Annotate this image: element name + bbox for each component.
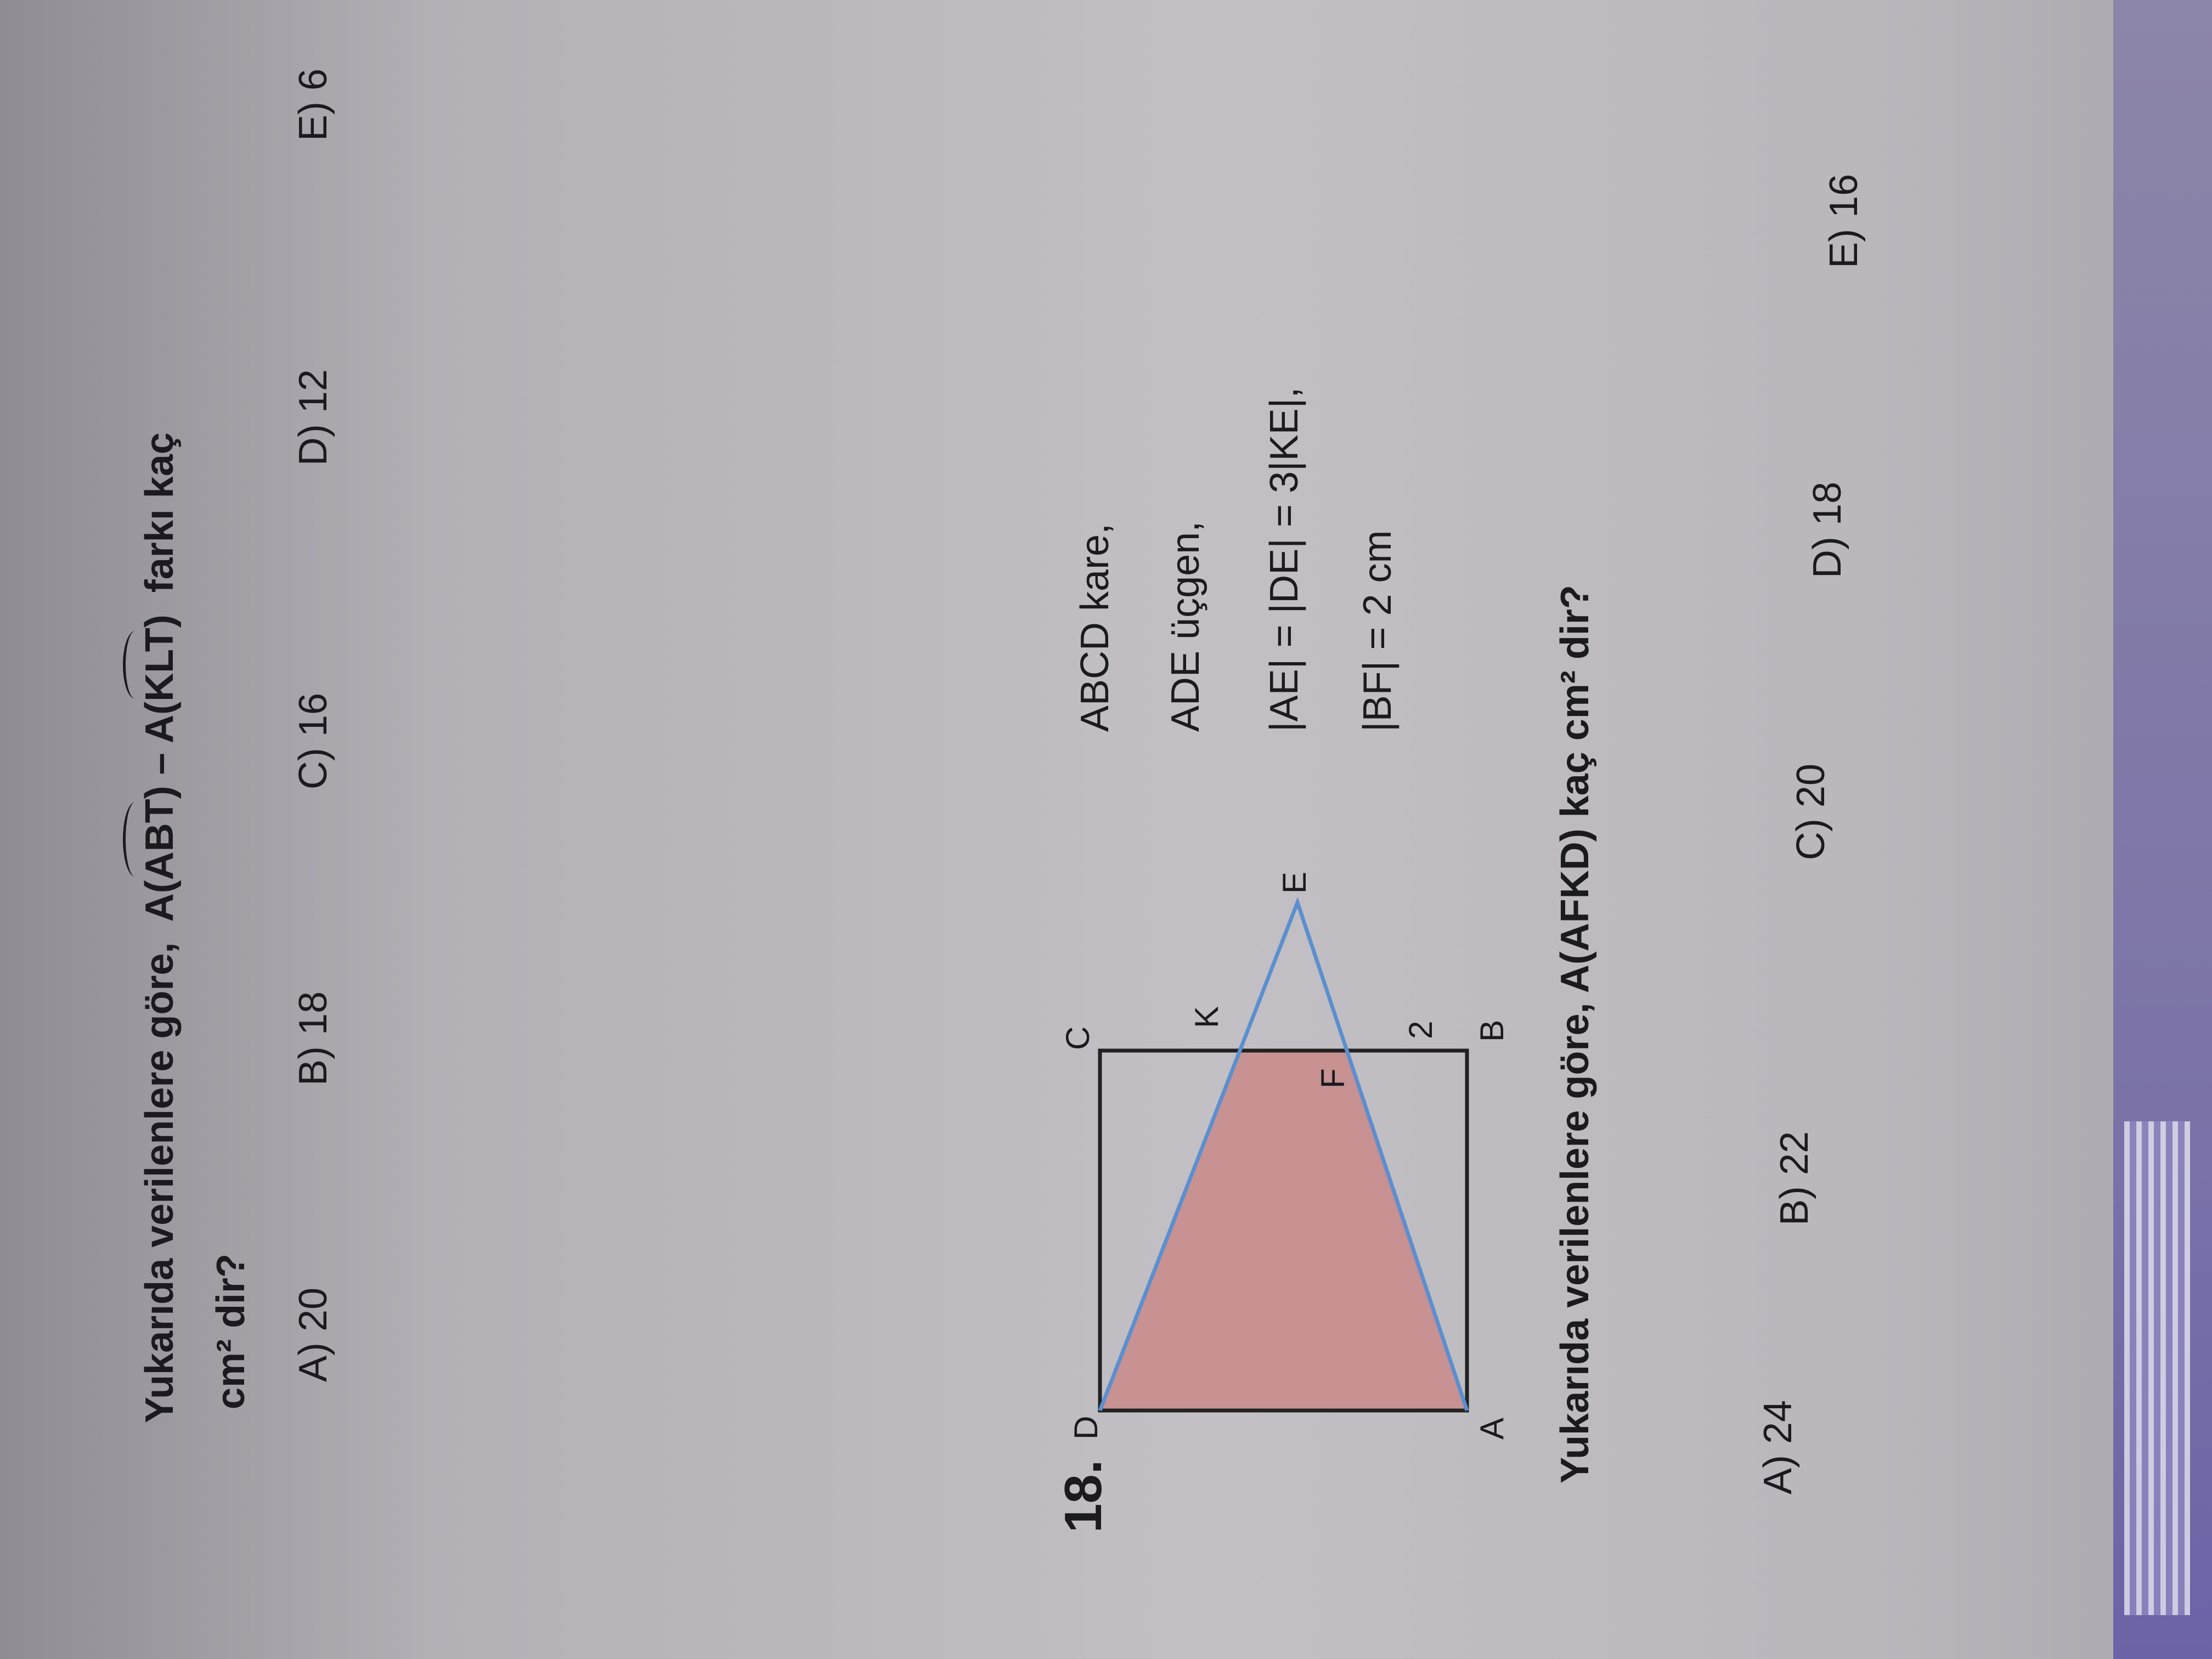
label-k: K: [1188, 1006, 1225, 1028]
label-b: B: [1474, 1020, 1510, 1042]
q18-option-c[interactable]: C) 20: [1789, 763, 1833, 860]
square-abcd: [1098, 1048, 1469, 1413]
label-bf-length: 2: [1402, 1021, 1439, 1039]
q18-option-d[interactable]: D) 18: [1805, 481, 1849, 578]
shaded-region-afkd: [1100, 1051, 1467, 1410]
q18-question: Yukarıda verilenlere göre, A(AFKD) kaç c…: [1553, 585, 1597, 1483]
label-c: C: [1059, 1026, 1096, 1050]
triangle-ade: [1098, 896, 1469, 1412]
label-e: E: [1276, 872, 1313, 894]
purple-cover-edge: [2113, 0, 2212, 1659]
label-f: F: [1314, 1068, 1351, 1088]
q18-option-e[interactable]: E) 16: [1822, 173, 1866, 268]
q18-option-b[interactable]: B) 22: [1773, 1131, 1816, 1226]
label-d: D: [1068, 1416, 1104, 1440]
q18-option-a[interactable]: A) 24: [1756, 1400, 1800, 1494]
label-a: A: [1474, 1418, 1510, 1440]
cover-stripes: [2124, 1121, 2190, 1615]
